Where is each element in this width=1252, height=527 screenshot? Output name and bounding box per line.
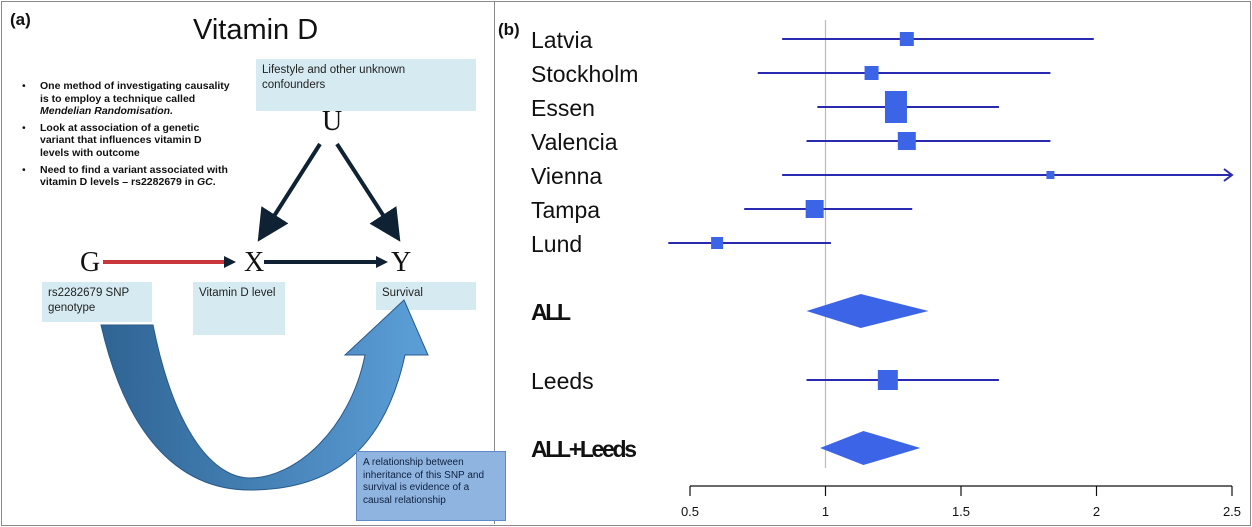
point-estimate: [864, 66, 879, 80]
study-label: Tampa: [531, 197, 600, 223]
curved-arrow: [100, 299, 429, 491]
ci-arrow: [1223, 168, 1234, 182]
point-estimate: [805, 200, 824, 218]
confounders-box: Lifestyle and other unknown confounders: [256, 59, 476, 111]
summary-diamond: [806, 294, 929, 328]
causal-diagram-arrows: [100, 142, 429, 491]
bullet-item: • One method of investigating causality i…: [22, 80, 230, 118]
arrow-u-to-y: [335, 142, 401, 242]
x-tick-label: 0.5: [681, 504, 699, 519]
node-x: X: [244, 247, 265, 278]
panel-divider: [494, 2, 495, 524]
bullet-item: • Need to find a variant associated with …: [22, 163, 228, 189]
bullet-item: • Look at association of a genetic varian…: [22, 121, 202, 159]
panel-a-title: Vitamin D: [193, 14, 319, 46]
survival-box: Survival: [376, 282, 476, 310]
study-label: ALL: [531, 299, 571, 325]
node-y: Y: [391, 247, 412, 278]
conclusion-box: A relationship between inheritance of th…: [356, 451, 506, 521]
study-label: ALL+Leeds: [531, 436, 637, 462]
summary-diamond: [820, 431, 921, 465]
x-tick-label: 1.5: [952, 504, 970, 519]
arrow-u-to-x: [257, 142, 322, 242]
study-label: Stockholm: [531, 61, 638, 87]
panel-a-label: (a): [10, 10, 31, 29]
point-estimate: [884, 91, 907, 123]
node-g: G: [80, 247, 101, 278]
bullet-list: • One method of investigating causality i…: [20, 80, 230, 193]
panel-b-label: (b): [498, 20, 520, 39]
study-label: Essen: [531, 95, 595, 121]
point-estimate: [899, 32, 914, 46]
vitamin-d-box: Vitamin D level: [193, 282, 285, 335]
point-estimate: [877, 370, 898, 390]
node-u: U: [322, 106, 343, 137]
x-tick-label: 2: [1093, 504, 1100, 519]
study-label: Valencia: [531, 129, 618, 155]
study-label: Lund: [531, 231, 582, 257]
study-label: Vienna: [531, 163, 602, 189]
study-label: Leeds: [531, 368, 594, 394]
genotype-box: rs2282679 SNP genotype: [42, 282, 152, 322]
study-label: Latvia: [531, 27, 593, 53]
x-tick-label: 2.5: [1223, 504, 1241, 519]
point-estimate: [711, 237, 724, 249]
point-estimate: [897, 132, 916, 150]
x-tick-label: 1: [822, 504, 829, 519]
point-estimate: [1046, 171, 1055, 179]
